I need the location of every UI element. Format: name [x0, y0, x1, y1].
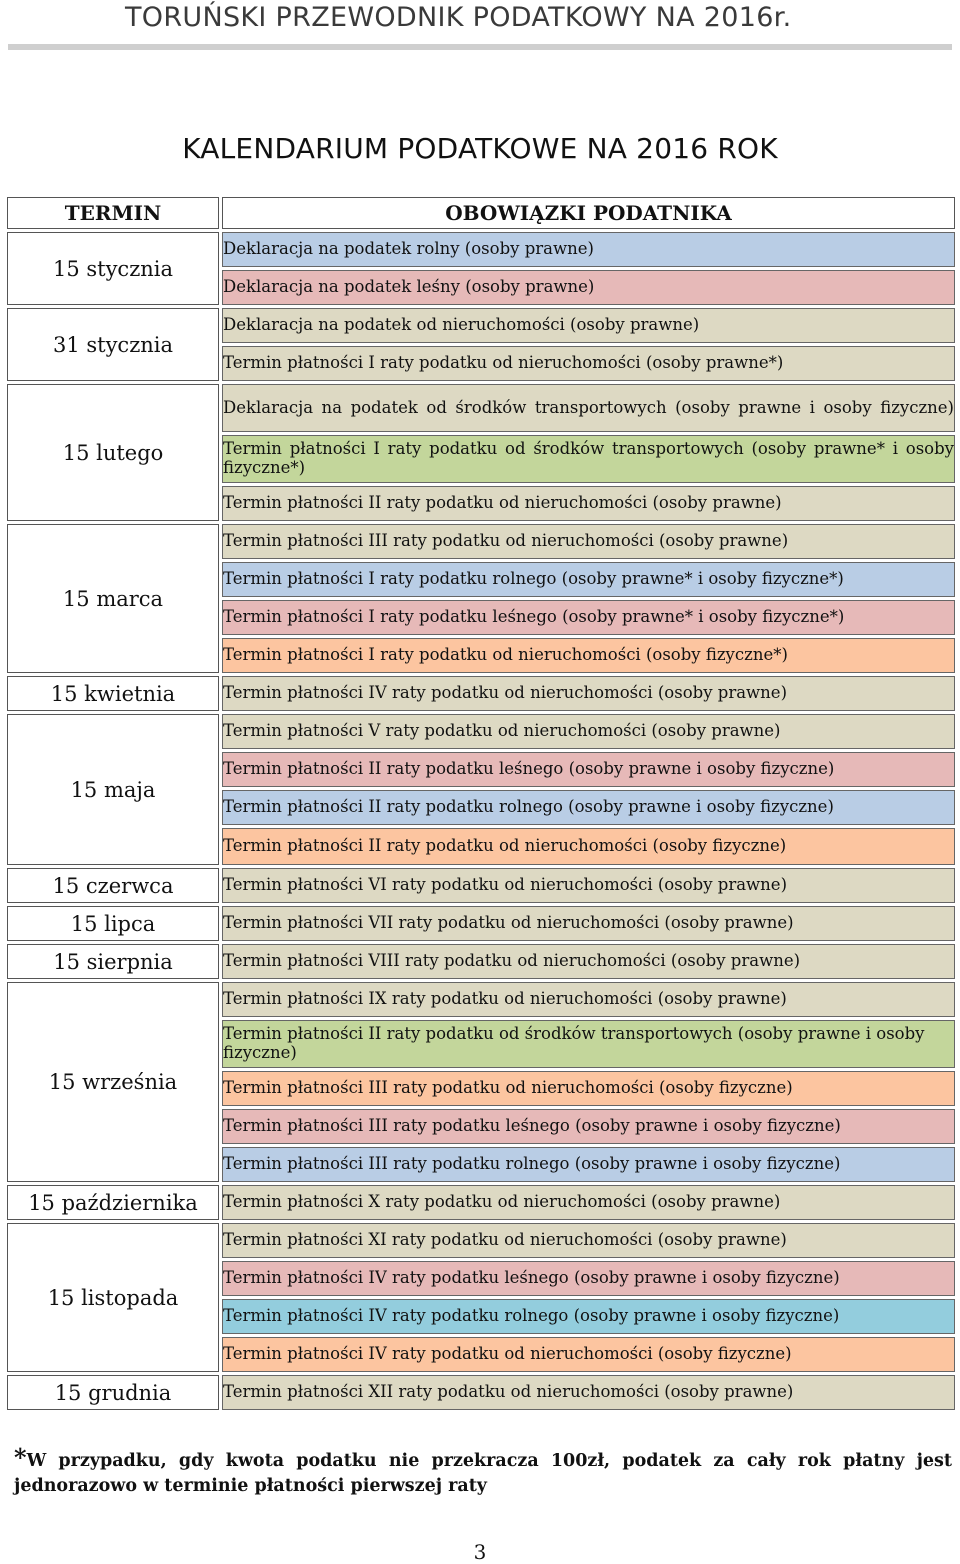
table-row: Termin płatności I raty podatku od nieru…: [7, 638, 955, 673]
table-row: 15 sierpnia Termin płatności VIII raty p…: [7, 944, 955, 979]
table-row: 15 maja Termin płatności V raty podatku …: [7, 714, 955, 865]
table-row: Termin płatności IV raty podatku od nier…: [7, 1337, 955, 1372]
footnote-line-1: *W przypadku, gdy kwota podatku nie prze…: [14, 1443, 952, 1472]
header-rule: [8, 44, 952, 50]
obligation-cell: Termin płatności III raty podatku od nie…: [222, 524, 955, 559]
table-row: 15 września Termin płatności IX raty pod…: [7, 982, 955, 1182]
obligation-cell: Termin płatności IV raty podatku leśnego…: [222, 1261, 955, 1296]
tax-calendar-table: TERMIN OBOWIĄZKI PODATNIKA 15 stycznia D…: [4, 194, 958, 1413]
obligation-cell: Termin płatności XI raty podatku od nier…: [222, 1223, 955, 1258]
table-row: 15 stycznia Deklaracja na podatek rolny …: [7, 232, 955, 305]
obligation-cell: Termin płatności III raty podatku leśneg…: [222, 1109, 955, 1144]
table-row: Termin płatności II raty podatku od nier…: [7, 828, 955, 865]
footnote-line-2: jednorazowo w terminie płatności pierwsz…: [14, 1476, 487, 1496]
obligation-cell: Termin płatności III raty podatku rolneg…: [222, 1147, 955, 1182]
date-cell: 15 kwietnia: [7, 676, 219, 711]
date-cell: 15 lutego: [7, 384, 219, 521]
table-row: 15 kwietnia Termin płatności IV raty pod…: [7, 676, 955, 711]
page-number: 3: [473, 1540, 487, 1564]
obligation-cell: Termin płatności IX raty podatku od nier…: [222, 982, 955, 1017]
table-row: Termin płatności I raty podatku leśnego …: [7, 600, 955, 635]
date-cell: 15 sierpnia: [7, 944, 219, 979]
obligation-cell: Termin płatności I raty podatku leśnego …: [222, 600, 955, 635]
obligation-cell: Termin płatności V raty podatku od nieru…: [222, 714, 955, 749]
table-row: Termin płatności II raty podatku rolnego…: [7, 790, 955, 825]
table-row: 15 listopada Termin płatności XI raty po…: [7, 1223, 955, 1372]
date-cell: 15 listopada: [7, 1223, 219, 1372]
table-row: Termin płatności III raty podatku leśneg…: [7, 1109, 955, 1144]
table-row: Termin płatności II raty podatku od środ…: [7, 1020, 955, 1068]
obligation-cell: Termin płatności I raty podatku rolnego …: [222, 562, 955, 597]
obligation-cell: Termin płatności I raty podatku od nieru…: [222, 638, 955, 673]
obligation-cell: Termin płatności XII raty podatku od nie…: [222, 1375, 955, 1410]
obligation-cell: Termin płatności II raty podatku od środ…: [222, 1020, 955, 1068]
obligation-cell: Termin płatności IV raty podatku rolnego…: [222, 1299, 955, 1334]
obligation-cell: Termin płatności I raty podatku od nieru…: [222, 346, 955, 381]
obligation-cell: Termin płatności I raty podatku od środk…: [222, 435, 955, 483]
table-row: Termin płatności I raty podatku od środk…: [7, 435, 955, 483]
date-cell: 15 grudnia: [7, 1375, 219, 1410]
date-cell: 15 stycznia: [7, 232, 219, 305]
table-row: 31 stycznia Deklaracja na podatek od nie…: [7, 308, 955, 381]
table-row: Termin płatności II raty podatku leśnego…: [7, 752, 955, 787]
table-header-row: TERMIN OBOWIĄZKI PODATNIKA: [7, 197, 955, 229]
column-header-obowiazki: OBOWIĄZKI PODATNIKA: [222, 197, 955, 229]
date-cell: 15 maja: [7, 714, 219, 865]
table-row: Termin płatności II raty podatku od nier…: [7, 486, 955, 521]
obligation-cell: Termin płatności II raty podatku rolnego…: [222, 790, 955, 825]
obligation-cell: Termin płatności IV raty podatku od nier…: [222, 676, 955, 711]
obligation-cell: Deklaracja na podatek rolny (osoby prawn…: [222, 232, 955, 267]
table-row: Termin płatności IV raty podatku rolnego…: [7, 1299, 955, 1334]
obligation-cell: Termin płatności VII raty podatku od nie…: [222, 906, 955, 941]
obligation-cell: Deklaracja na podatek od nieruchomości (…: [222, 308, 955, 343]
table-row: Termin płatności IV raty podatku leśnego…: [7, 1261, 955, 1296]
date-cell: 15 czerwca: [7, 868, 219, 903]
date-cell: 31 stycznia: [7, 308, 219, 381]
page-title: KALENDARIUM PODATKOWE NA 2016 ROK: [182, 132, 778, 165]
table-row: Termin płatności I raty podatku rolnego …: [7, 562, 955, 597]
obligation-cell: Termin płatności III raty podatku od nie…: [222, 1071, 955, 1106]
obligation-cell: Termin płatności VI raty podatku od nier…: [222, 868, 955, 903]
date-cell: 15 października: [7, 1185, 219, 1220]
document-header: TORUŃSKI PRZEWODNIK PODATKOWY NA 2016r.: [125, 2, 792, 33]
date-cell: 15 marca: [7, 524, 219, 673]
date-cell: 15 września: [7, 982, 219, 1182]
table-row: 15 lutego Deklaracja na podatek od środk…: [7, 384, 955, 521]
obligation-cell: Termin płatności VIII raty podatku od ni…: [222, 944, 955, 979]
obligation-cell: Termin płatności II raty podatku od nier…: [222, 486, 955, 521]
obligation-cell: Termin płatności II raty podatku leśnego…: [222, 752, 955, 787]
table-row: 15 marca Termin płatności III raty podat…: [7, 524, 955, 673]
table-row: 15 grudnia Termin płatności XII raty pod…: [7, 1375, 955, 1410]
obligation-cell: Deklaracja na podatek leśny (osoby prawn…: [222, 270, 955, 305]
table-row: Deklaracja na podatek leśny (osoby prawn…: [7, 270, 955, 305]
date-cell: 15 lipca: [7, 906, 219, 941]
footnote-star: *: [14, 1443, 27, 1472]
column-header-termin: TERMIN: [7, 197, 219, 229]
obligation-cell: Termin płatności X raty podatku od nieru…: [222, 1185, 955, 1220]
table-row: Termin płatności III raty podatku od nie…: [7, 1071, 955, 1106]
obligation-cell: Deklaracja na podatek od środków transpo…: [222, 384, 955, 432]
table-row: 15 października Termin płatności X raty …: [7, 1185, 955, 1220]
obligation-cell: Termin płatności IV raty podatku od nier…: [222, 1337, 955, 1372]
table-row: Termin płatności III raty podatku rolneg…: [7, 1147, 955, 1182]
table-row: Termin płatności I raty podatku od nieru…: [7, 346, 955, 381]
footnote: *W przypadku, gdy kwota podatku nie prze…: [14, 1443, 952, 1499]
obligation-cell: Termin płatności II raty podatku od nier…: [222, 828, 955, 865]
table-row: 15 lipca Termin płatności VII raty podat…: [7, 906, 955, 941]
table-row: 15 czerwca Termin płatności VI raty poda…: [7, 868, 955, 903]
